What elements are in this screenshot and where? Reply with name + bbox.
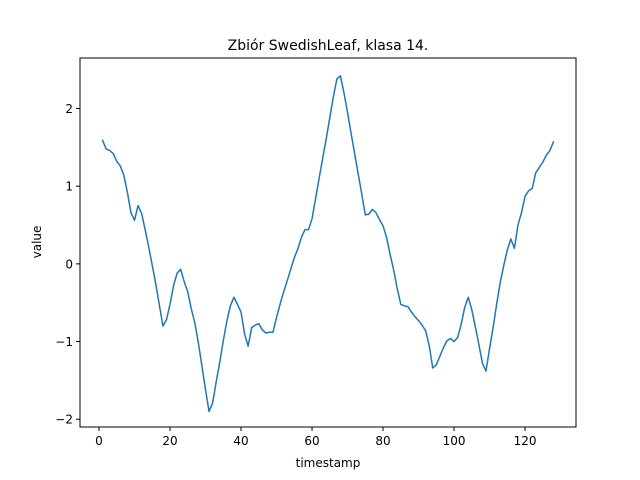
y-tick-label: −1 xyxy=(55,335,73,349)
y-tick-label: 1 xyxy=(65,180,73,194)
y-axis-label: value xyxy=(30,226,44,259)
axes-frame xyxy=(79,57,577,428)
chart-title: Zbiór SwedishLeaf, klasa 14. xyxy=(228,38,429,54)
y-tick-label: −2 xyxy=(55,413,73,427)
y-axis: −2 −1 0 1 2 xyxy=(55,102,80,427)
x-tick-label: 20 xyxy=(162,434,177,448)
x-tick-label: 40 xyxy=(233,434,248,448)
x-tick-label: 60 xyxy=(304,434,319,448)
x-tick-label: 100 xyxy=(443,434,466,448)
y-tick-label: 0 xyxy=(65,257,73,271)
series-line xyxy=(101,75,555,413)
y-tick-label: 2 xyxy=(65,102,73,116)
x-tick-label: 80 xyxy=(375,434,390,448)
x-axis-label: timestamp xyxy=(296,456,361,470)
x-tick-label: 120 xyxy=(514,434,537,448)
x-tick-label: 0 xyxy=(95,434,103,448)
plot-area xyxy=(101,75,555,413)
x-axis: 0 20 40 60 80 100 120 xyxy=(95,427,537,448)
